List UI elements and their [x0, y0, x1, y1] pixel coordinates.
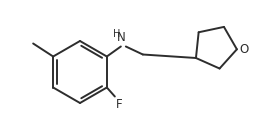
Text: O: O: [239, 43, 248, 56]
Text: H: H: [113, 29, 121, 38]
Text: N: N: [116, 31, 125, 44]
Text: F: F: [116, 97, 123, 110]
